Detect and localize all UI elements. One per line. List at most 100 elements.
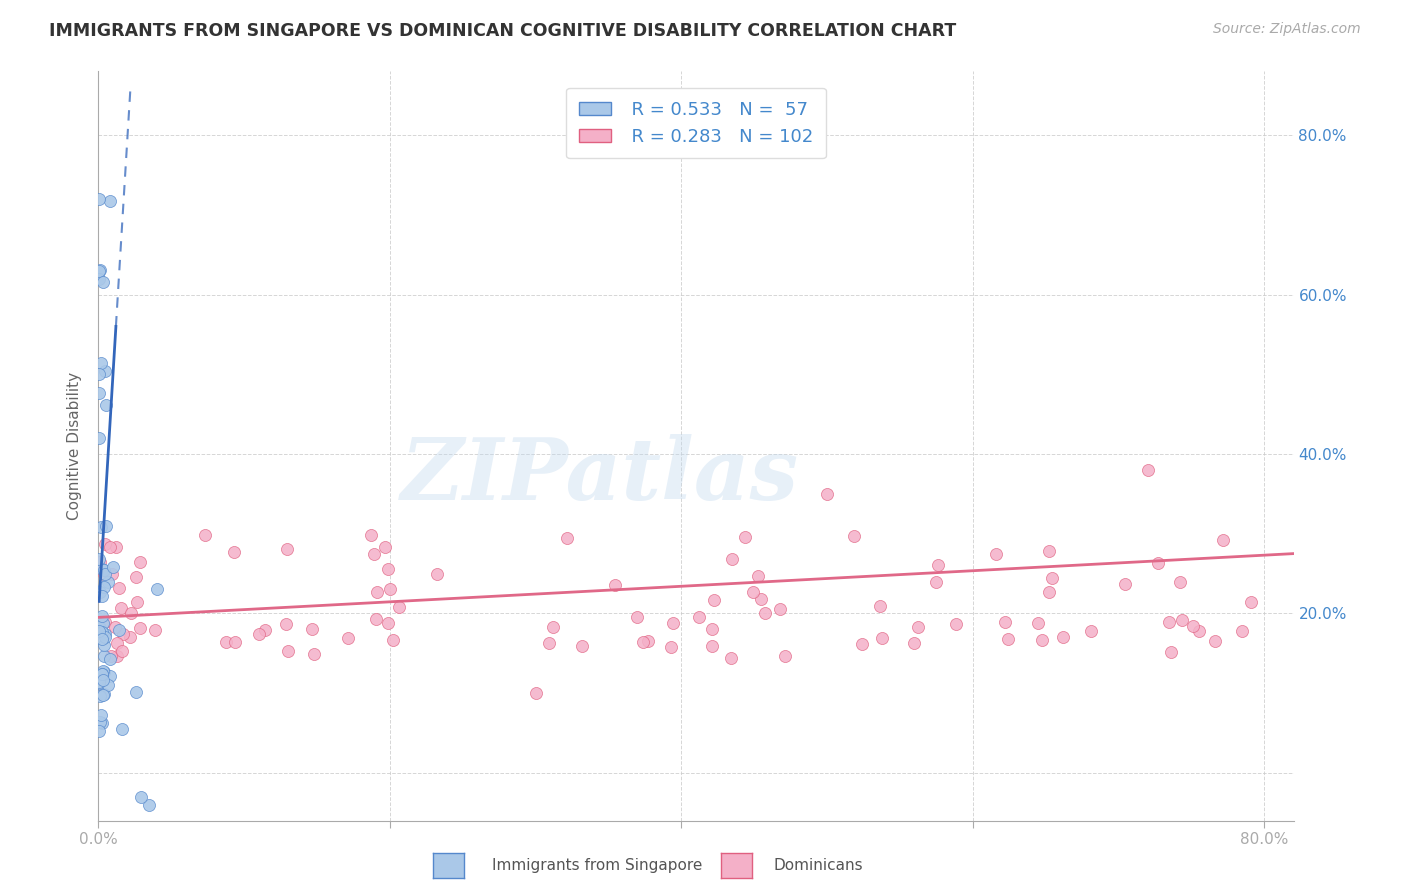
Point — [626, 610, 648, 624]
Point — [870, 632, 893, 646]
Point — [815, 487, 838, 501]
Point — [749, 592, 772, 607]
Point — [107, 581, 129, 595]
Point — [87, 368, 110, 382]
Point — [129, 555, 152, 569]
Point — [97, 678, 120, 692]
Point — [91, 562, 114, 576]
Point — [360, 528, 382, 542]
Point — [1114, 577, 1136, 591]
Point — [93, 648, 115, 663]
Point — [120, 607, 142, 621]
Point — [98, 194, 121, 209]
Point — [111, 643, 134, 657]
Point — [720, 651, 742, 665]
Point — [89, 621, 111, 635]
Point — [700, 639, 723, 653]
Point — [754, 606, 776, 620]
Point — [93, 664, 115, 678]
Point — [89, 555, 111, 569]
Point — [631, 634, 654, 648]
Point — [1171, 613, 1194, 627]
Point — [571, 639, 593, 653]
Point — [1230, 624, 1253, 638]
Point — [661, 640, 683, 655]
Legend:   R = 0.533   N =  57,   R = 0.283   N = 102: R = 0.533 N = 57, R = 0.283 N = 102 — [567, 88, 825, 158]
Point — [90, 590, 112, 604]
Point — [703, 592, 725, 607]
Point — [1204, 634, 1226, 648]
Point — [93, 364, 115, 378]
Point — [87, 192, 110, 206]
Point — [93, 580, 115, 594]
Point — [89, 674, 111, 689]
Point — [337, 632, 360, 646]
Point — [1188, 624, 1211, 638]
Point — [105, 636, 128, 650]
Point — [537, 636, 560, 650]
Point — [93, 687, 115, 701]
Point — [381, 632, 404, 647]
Point — [775, 648, 797, 663]
Point — [277, 644, 299, 658]
Point — [380, 582, 402, 596]
Point — [1031, 633, 1053, 648]
Point — [769, 602, 792, 616]
Point — [224, 544, 246, 558]
Point — [90, 356, 112, 370]
Point — [94, 626, 117, 640]
Point — [91, 624, 114, 639]
Point — [89, 723, 111, 738]
Point — [91, 666, 114, 681]
Point — [87, 431, 110, 445]
Text: Source: ZipAtlas.com: Source: ZipAtlas.com — [1213, 22, 1361, 37]
Point — [91, 716, 114, 731]
Point — [97, 574, 120, 589]
Point — [101, 560, 124, 574]
Point — [637, 634, 659, 648]
Text: Dominicans: Dominicans — [773, 858, 863, 872]
Point — [89, 262, 111, 277]
Point — [363, 547, 385, 561]
Point — [924, 574, 946, 589]
Point — [1212, 533, 1234, 547]
Point — [927, 558, 949, 573]
Point — [1038, 584, 1060, 599]
Point — [215, 635, 238, 649]
Point — [1052, 630, 1074, 644]
Point — [741, 585, 763, 599]
Point — [94, 566, 117, 581]
Point — [1182, 619, 1205, 633]
Point — [98, 668, 121, 682]
Point — [138, 797, 160, 812]
Point — [374, 540, 396, 554]
Point — [90, 520, 112, 534]
Point — [111, 626, 134, 640]
Point — [851, 637, 873, 651]
Point — [301, 622, 323, 636]
Point — [89, 584, 111, 599]
Point — [129, 789, 152, 804]
Point — [91, 608, 114, 623]
Point — [91, 688, 114, 702]
Point — [1160, 645, 1182, 659]
Point — [100, 648, 122, 663]
Point — [89, 271, 111, 285]
Point — [194, 528, 217, 542]
Point — [110, 601, 132, 615]
Point — [555, 531, 578, 545]
Point — [224, 635, 246, 649]
Point — [700, 622, 723, 636]
Point — [100, 652, 122, 666]
Point — [93, 638, 115, 652]
Point — [1146, 556, 1168, 570]
Text: Immigrants from Singapore: Immigrants from Singapore — [492, 858, 703, 872]
Point — [128, 622, 150, 636]
Point — [87, 676, 110, 690]
Point — [903, 636, 925, 650]
Point — [94, 398, 117, 412]
Point — [104, 620, 127, 634]
Point — [1157, 615, 1180, 630]
Point — [945, 616, 967, 631]
Point — [254, 624, 277, 638]
